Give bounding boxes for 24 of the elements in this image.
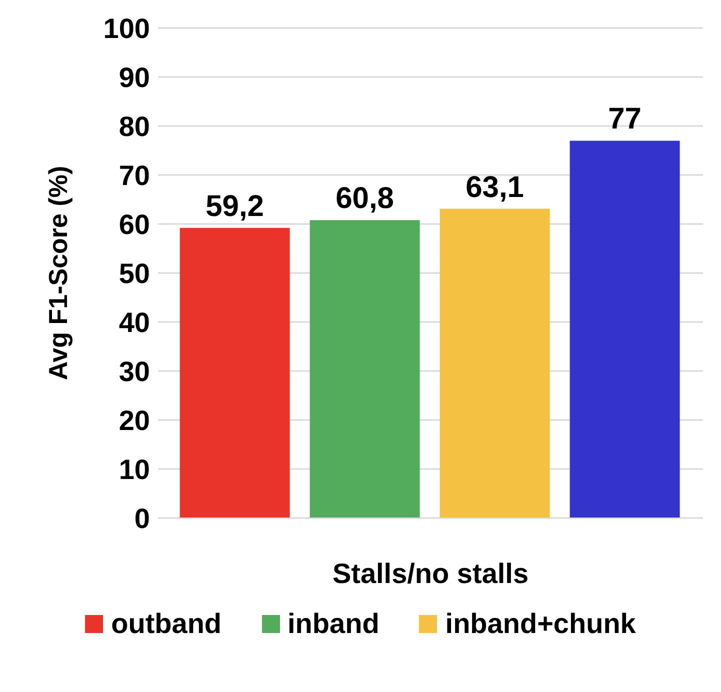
y-tick-label: 20	[118, 404, 150, 436]
data-label: 60,8	[336, 182, 394, 216]
y-tick-label: 70	[118, 160, 150, 191]
y-tick-label: 100	[103, 12, 150, 44]
data-label: 59,2	[206, 190, 264, 223]
y-tick-label: 80	[118, 110, 150, 142]
y-tick-label: 10	[118, 454, 150, 485]
legend-label: outband	[111, 608, 222, 640]
y-tick-label: 60	[118, 208, 150, 240]
y-tick-label: 50	[118, 258, 150, 289]
bar	[570, 140, 680, 518]
bar	[440, 208, 550, 518]
y-axis-title: Avg F1-Score (%)	[43, 166, 74, 380]
bar	[310, 220, 420, 518]
y-tick-label: 30	[118, 356, 150, 387]
y-tick-label: 0	[134, 502, 150, 534]
y-tick-label: 40	[118, 306, 150, 338]
x-axis-title: Stalls/no stalls	[332, 558, 529, 589]
data-label: 63,1	[466, 170, 524, 204]
legend-label: inband+chunk	[445, 608, 636, 640]
y-tick-label: 90	[118, 62, 150, 93]
bar	[180, 228, 290, 518]
data-label: 77	[608, 102, 642, 136]
legend-label: inband	[288, 608, 380, 640]
